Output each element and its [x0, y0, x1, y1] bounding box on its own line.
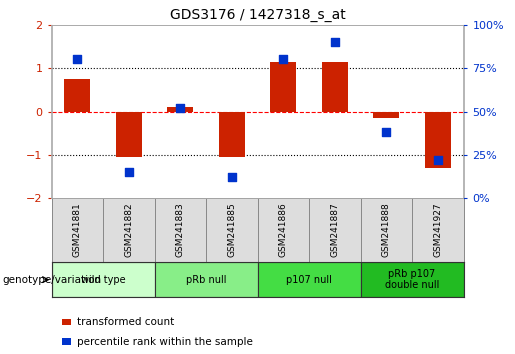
Bar: [258, 262, 360, 297]
Text: genotype/variation: genotype/variation: [3, 275, 101, 285]
Bar: [360, 262, 464, 297]
Text: pRb p107
double null: pRb p107 double null: [385, 269, 439, 291]
Bar: [219, 112, 245, 157]
Point: [331, 39, 339, 45]
Text: pRb null: pRb null: [186, 275, 226, 285]
Bar: [154, 262, 258, 297]
Text: transformed count: transformed count: [77, 317, 175, 327]
Text: GSM241888: GSM241888: [382, 203, 391, 257]
Title: GDS3176 / 1427318_s_at: GDS3176 / 1427318_s_at: [169, 8, 346, 22]
Text: percentile rank within the sample: percentile rank within the sample: [77, 337, 253, 347]
Point: [73, 57, 81, 62]
Bar: [52, 262, 154, 297]
Text: GSM241883: GSM241883: [176, 203, 185, 257]
Bar: [167, 107, 193, 112]
Bar: [116, 112, 142, 157]
Point: [176, 105, 184, 111]
Point: [228, 175, 236, 180]
Text: p107 null: p107 null: [286, 275, 332, 285]
Bar: [322, 62, 348, 112]
Text: wild type: wild type: [81, 275, 125, 285]
Bar: [373, 112, 399, 118]
Text: GSM241927: GSM241927: [433, 203, 442, 257]
Text: GSM241885: GSM241885: [227, 203, 236, 257]
Text: GSM241881: GSM241881: [73, 203, 82, 257]
Point: [125, 170, 133, 175]
Bar: [270, 62, 296, 112]
Bar: [64, 79, 90, 112]
Point: [279, 57, 287, 62]
Text: GSM241886: GSM241886: [279, 203, 288, 257]
Bar: [425, 112, 451, 168]
Text: GSM241882: GSM241882: [124, 203, 133, 257]
Point: [434, 157, 442, 163]
Point: [382, 130, 390, 135]
Text: GSM241887: GSM241887: [330, 203, 339, 257]
